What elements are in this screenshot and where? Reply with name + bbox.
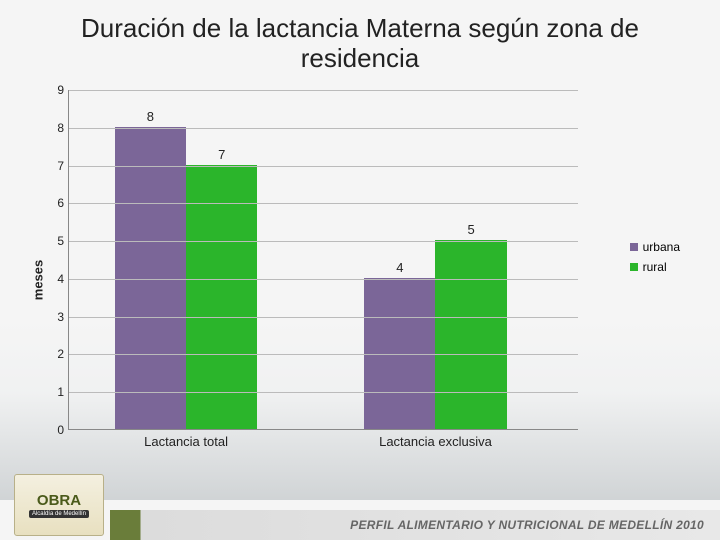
footer-caption: PERFIL ALIMENTARIO Y NUTRICIONAL DE MEDE… — [110, 510, 720, 540]
bar-value-label: 8 — [115, 109, 186, 124]
plot-area: 8745 Lactancia totalLactancia exclusiva — [68, 90, 578, 430]
legend-label: urbana — [643, 240, 680, 254]
legend-item: urbana — [630, 240, 680, 254]
bar-value-label: 4 — [364, 260, 435, 275]
bars-layer: 8745 — [69, 90, 578, 429]
grid-line — [69, 317, 578, 318]
y-tick-label: 6 — [48, 196, 64, 210]
x-category-label: Lactancia total — [144, 434, 228, 449]
grid-line — [69, 279, 578, 280]
bar-urbana: 4 — [364, 278, 435, 429]
footer-brand: OBRA — [37, 493, 81, 508]
y-tick-label: 5 — [48, 234, 64, 248]
legend: urbana rural — [630, 240, 680, 280]
grid-line — [69, 203, 578, 204]
bar-rural: 5 — [435, 240, 506, 429]
y-tick-label: 2 — [48, 347, 64, 361]
legend-label: rural — [643, 260, 667, 274]
y-tick-label: 0 — [48, 423, 64, 437]
y-tick-label: 9 — [48, 83, 64, 97]
grid-line — [69, 90, 578, 91]
legend-swatch — [630, 243, 638, 251]
bar-value-label: 7 — [186, 147, 257, 162]
y-tick-label: 7 — [48, 159, 64, 173]
footer-brand-sub: Alcaldía de Medellín — [29, 510, 89, 518]
bar-value-label: 5 — [435, 222, 506, 237]
y-tick-label: 1 — [48, 385, 64, 399]
grid-line — [69, 392, 578, 393]
x-category-label: Lactancia exclusiva — [379, 434, 492, 449]
y-tick-label: 4 — [48, 272, 64, 286]
grid-line — [69, 128, 578, 129]
y-tick-label: 8 — [48, 121, 64, 135]
legend-swatch — [630, 263, 638, 271]
footer-logo: OBRA Alcaldía de Medellín — [14, 474, 104, 536]
footer: OBRA Alcaldía de Medellín PERFIL ALIMENT… — [0, 498, 720, 540]
grid-line — [69, 166, 578, 167]
y-axis-label: meses — [31, 260, 46, 300]
grid-line — [69, 241, 578, 242]
legend-item: rural — [630, 260, 680, 274]
chart-container: meses 8745 Lactancia totalLactancia excl… — [40, 90, 680, 470]
y-tick-label: 3 — [48, 310, 64, 324]
chart-title: Duración de la lactancia Materna según z… — [0, 0, 720, 80]
grid-line — [69, 354, 578, 355]
